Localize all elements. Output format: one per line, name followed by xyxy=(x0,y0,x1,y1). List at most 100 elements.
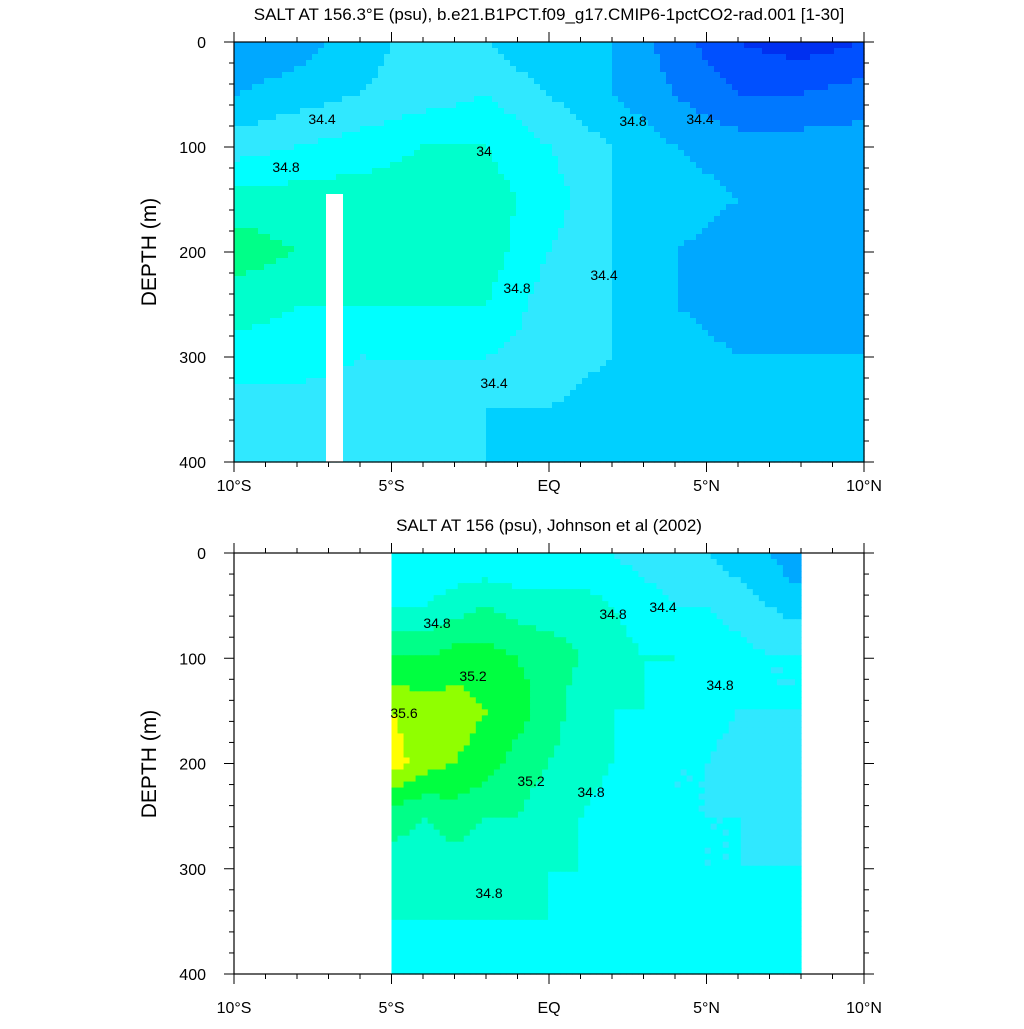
salinity-cell xyxy=(450,222,457,229)
salinity-cell xyxy=(234,114,241,121)
salinity-cell xyxy=(576,186,583,193)
salinity-cell xyxy=(438,258,445,265)
salinity-cell xyxy=(594,168,601,175)
salinity-cell xyxy=(654,234,661,241)
salinity-cell xyxy=(246,252,253,259)
salinity-cell xyxy=(270,192,277,199)
salinity-cell xyxy=(756,168,763,175)
salinity-cell xyxy=(294,162,301,169)
salinity-cell xyxy=(552,60,559,67)
salinity-cell xyxy=(654,222,661,229)
salinity-cell xyxy=(660,240,667,247)
salinity-cell xyxy=(666,66,673,73)
salinity-cell xyxy=(768,294,775,301)
salinity-cell xyxy=(540,192,547,199)
salinity-cell xyxy=(564,108,571,115)
salinity-cell xyxy=(702,138,709,145)
salinity-cell xyxy=(834,270,841,277)
salinity-cell xyxy=(636,42,643,49)
salinity-cell xyxy=(258,138,265,145)
salinity-cell xyxy=(684,198,691,205)
salinity-cell xyxy=(342,210,349,217)
salinity-cell xyxy=(840,84,847,91)
salinity-cell xyxy=(522,276,529,283)
salinity-cell xyxy=(342,120,349,127)
salinity-cell xyxy=(564,276,571,283)
salinity-cell xyxy=(690,150,697,157)
salinity-cell xyxy=(654,204,661,211)
salinity-cell xyxy=(792,54,799,61)
salinity-cell xyxy=(564,294,571,301)
salinity-cell xyxy=(294,54,301,61)
salinity-cell xyxy=(390,318,397,325)
salinity-cell xyxy=(318,156,325,163)
salinity-cell xyxy=(594,216,601,223)
salinity-cell xyxy=(690,186,697,193)
salinity-cell xyxy=(264,228,271,235)
salinity-cell xyxy=(762,270,769,277)
salinity-cell xyxy=(828,102,835,109)
salinity-cell xyxy=(702,60,709,67)
salinity-cell xyxy=(612,264,619,271)
salinity-cell xyxy=(792,144,799,151)
salinity-cell xyxy=(270,258,277,265)
salinity-cell xyxy=(240,90,247,97)
salinity-cell xyxy=(636,90,643,97)
salinity-cell xyxy=(522,174,529,181)
salinity-cell xyxy=(384,78,391,85)
salinity-cell xyxy=(798,246,805,253)
salinity-cell xyxy=(570,294,577,301)
salinity-cell xyxy=(312,108,319,115)
salinity-cell xyxy=(276,162,283,169)
salinity-cell xyxy=(648,60,655,67)
salinity-cell xyxy=(294,144,301,151)
salinity-cell xyxy=(702,150,709,157)
salinity-cell xyxy=(852,120,859,127)
salinity-cell xyxy=(270,294,277,301)
salinity-cell xyxy=(612,48,619,55)
salinity-cell xyxy=(420,72,427,79)
salinity-cell xyxy=(384,114,391,121)
salinity-cell xyxy=(720,222,727,229)
salinity-cell xyxy=(306,162,313,169)
salinity-cell xyxy=(330,138,337,145)
salinity-cell xyxy=(798,192,805,199)
salinity-cell xyxy=(756,288,763,295)
salinity-cell xyxy=(582,306,589,313)
salinity-cell xyxy=(312,174,319,181)
salinity-cell xyxy=(402,240,409,247)
salinity-cell xyxy=(660,54,667,61)
salinity-cell xyxy=(684,138,691,145)
salinity-cell xyxy=(534,180,541,187)
salinity-cell xyxy=(432,42,439,49)
salinity-cell xyxy=(858,96,865,103)
salinity-cell xyxy=(366,150,373,157)
salinity-cell xyxy=(498,300,505,307)
salinity-cell xyxy=(714,204,721,211)
salinity-cell xyxy=(462,288,469,295)
salinity-cell xyxy=(312,282,319,289)
salinity-cell xyxy=(426,294,433,301)
salinity-cell xyxy=(636,222,643,229)
salinity-cell xyxy=(324,114,331,121)
salinity-cell xyxy=(624,318,631,325)
salinity-cell xyxy=(564,138,571,145)
salinity-cell xyxy=(474,306,481,313)
salinity-cell xyxy=(534,282,541,289)
salinity-cell xyxy=(234,216,241,223)
salinity-cell xyxy=(666,198,673,205)
salinity-cell xyxy=(852,198,859,205)
salinity-cell xyxy=(606,150,613,157)
salinity-cell xyxy=(840,180,847,187)
salinity-cell xyxy=(318,84,325,91)
salinity-cell xyxy=(390,78,397,85)
salinity-cell xyxy=(564,300,571,307)
salinity-cell xyxy=(726,72,733,79)
salinity-cell xyxy=(372,144,379,151)
salinity-cell xyxy=(690,84,697,91)
salinity-cell xyxy=(468,132,475,139)
salinity-cell xyxy=(498,192,505,199)
salinity-cell xyxy=(756,318,763,325)
salinity-cell xyxy=(840,306,847,313)
salinity-cell xyxy=(318,78,325,85)
